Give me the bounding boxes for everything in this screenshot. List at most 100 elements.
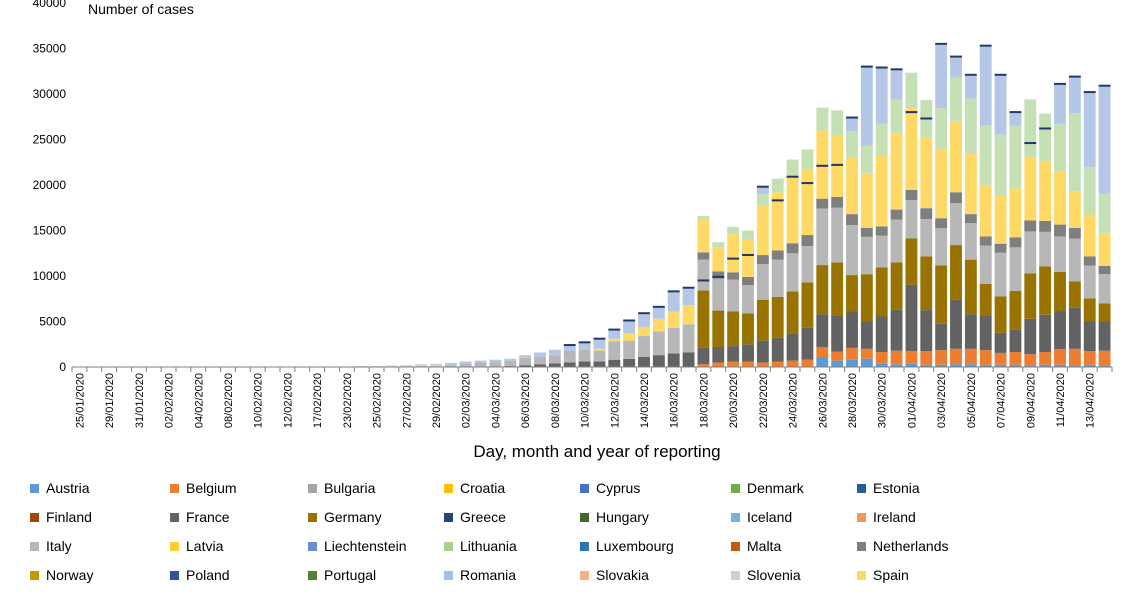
bar-segment xyxy=(964,223,977,260)
bar-segment xyxy=(905,200,918,239)
bar-segment xyxy=(608,359,621,367)
bar-segment xyxy=(504,358,517,361)
bar-segment xyxy=(712,271,725,279)
bar-segment xyxy=(846,157,858,215)
bar-cap xyxy=(860,65,873,68)
bar-cap xyxy=(1024,142,1037,145)
legend-label: Cyprus xyxy=(596,480,641,496)
bar-segment xyxy=(1054,271,1066,312)
bar-segment xyxy=(920,208,933,220)
legend-label: Netherlands xyxy=(873,538,949,554)
y-tick-label: 30000 xyxy=(33,87,67,101)
bar-segment xyxy=(474,360,487,363)
bar-segment xyxy=(846,131,858,158)
bar-segment xyxy=(608,330,621,339)
bar-cap xyxy=(1039,127,1052,130)
legend-swatch xyxy=(30,483,39,493)
bar-segment xyxy=(964,75,977,99)
bar-segment xyxy=(1039,351,1052,365)
bar-segment xyxy=(1083,167,1096,215)
bar-segment xyxy=(816,107,829,131)
bar-cap xyxy=(1009,111,1022,114)
bar-segment xyxy=(890,70,903,100)
x-tick-label: 25/01/2020 xyxy=(74,373,86,428)
bar-segment xyxy=(415,364,428,367)
bar-segment xyxy=(964,154,977,215)
x-tick-label: 08/03/2020 xyxy=(550,373,562,428)
legend-swatch xyxy=(580,512,589,522)
legend-item: Liechtenstein xyxy=(308,538,407,554)
bar-segment xyxy=(712,242,725,248)
bar-segment xyxy=(831,262,844,316)
bar-segment xyxy=(1024,318,1037,355)
bar-cap xyxy=(638,312,650,315)
y-axis-title: Number of cases xyxy=(88,1,194,17)
bar-segment xyxy=(1083,351,1096,365)
bar-cap xyxy=(816,164,829,167)
bar-cap xyxy=(875,66,888,69)
bar-segment xyxy=(920,364,933,367)
bar-segment xyxy=(905,238,918,285)
x-tick-label: 14/03/2020 xyxy=(639,373,651,428)
bar-segment xyxy=(1039,160,1052,221)
bar-segment xyxy=(667,327,680,354)
bar-segment xyxy=(638,326,650,337)
x-tick-label: 08/02/2020 xyxy=(223,373,235,428)
bar-segment xyxy=(697,259,710,291)
bar-segment xyxy=(786,175,799,244)
bar-segment xyxy=(697,347,710,365)
bar-segment xyxy=(1009,364,1022,367)
bar-segment xyxy=(1083,93,1096,168)
legend-item: Netherlands xyxy=(857,538,949,554)
bar-segment xyxy=(1039,113,1052,161)
bar-cap xyxy=(950,55,962,58)
x-tick-label: 16/03/2020 xyxy=(669,373,681,428)
bar-segment xyxy=(875,226,888,236)
y-tick-label: 15000 xyxy=(33,224,67,238)
bar-segment xyxy=(623,321,636,334)
x-tick-label: 10/02/2020 xyxy=(253,373,265,428)
bar-segment xyxy=(801,169,814,236)
bar-segment xyxy=(1068,348,1081,366)
bar-cap xyxy=(1098,84,1111,87)
bar-segment xyxy=(920,351,933,365)
bar-segment xyxy=(756,362,769,367)
x-tick-label: 27/02/2020 xyxy=(401,373,413,428)
bar-cap xyxy=(667,290,680,293)
bar-segment xyxy=(1068,77,1081,114)
bar-segment xyxy=(682,288,695,306)
bar-cap xyxy=(964,73,977,76)
legend-label: Poland xyxy=(186,567,230,583)
bar-segment xyxy=(578,349,591,362)
bar-segment xyxy=(742,361,754,367)
bar-segment xyxy=(727,361,740,367)
bar-segment xyxy=(920,256,933,311)
bar-segment xyxy=(860,227,873,237)
bar-segment xyxy=(994,252,1007,297)
legend-item: Finland xyxy=(30,509,92,525)
bar-segment xyxy=(875,155,888,227)
x-tick-label: 24/03/2020 xyxy=(788,373,800,428)
bar-segment xyxy=(1024,365,1037,367)
legend-swatch xyxy=(170,512,179,522)
legend-swatch xyxy=(857,512,866,522)
bar-segment xyxy=(1054,311,1066,350)
y-tick-label: 0 xyxy=(59,360,66,374)
legend-swatch xyxy=(170,541,179,551)
bar-segment xyxy=(994,332,1007,353)
bar-segment xyxy=(712,310,725,347)
legend-item: Luxembourg xyxy=(580,538,674,554)
bar-segment xyxy=(1009,351,1022,365)
legend-item: Iceland xyxy=(731,509,792,525)
bar-segment xyxy=(1039,266,1052,315)
bar-segment xyxy=(979,125,992,186)
bar-segment xyxy=(1054,349,1066,365)
bar-segment xyxy=(979,236,992,246)
legend-label: Hungary xyxy=(596,509,649,525)
bar-segment xyxy=(742,313,754,345)
bar-segment xyxy=(994,134,1007,196)
bar-segment xyxy=(1083,214,1096,257)
bar-segment xyxy=(727,311,740,347)
legend-label: Bulgaria xyxy=(324,480,376,496)
legend-label: Italy xyxy=(46,538,72,554)
